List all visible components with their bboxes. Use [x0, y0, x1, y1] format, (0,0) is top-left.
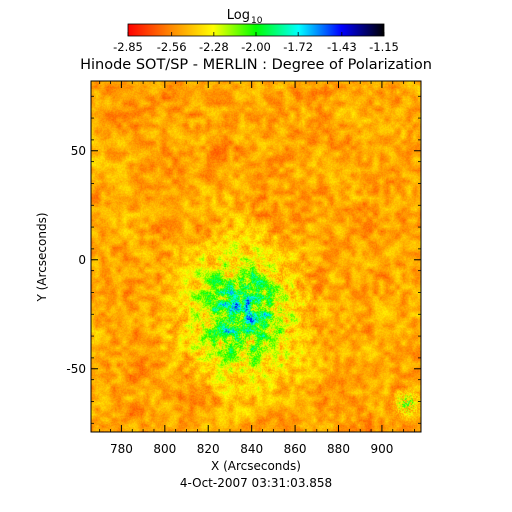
x-tick-label: 880 — [327, 442, 350, 456]
colorbar-tick-label: -2.56 — [157, 40, 187, 54]
y-axis-ticks: -50 0 50 — [66, 95, 421, 424]
x-tick-label: 800 — [153, 442, 176, 456]
colorbar: Log 10 -2.85 -2.56 -2.28 -2.00 -1.72 -1.43 -1.… — [113, 8, 399, 54]
colorbar-tick-label: -1.15 — [369, 40, 399, 54]
x-axis-label: X (Arcseconds) — [211, 459, 301, 473]
y-tick-label: 0 — [78, 253, 86, 267]
colorbar-tick-label: -1.43 — [327, 40, 357, 54]
x-tick-label: 820 — [197, 442, 220, 456]
y-axis-label: Y (Arcseconds) — [35, 212, 49, 302]
colorbar-tick-label: -2.28 — [199, 40, 229, 54]
timestamp-subtitle: 4-Oct-2007 03:31:03.858 — [180, 476, 332, 490]
colorbar-tick-label: -1.72 — [283, 40, 313, 54]
y-tick-label: -50 — [66, 362, 86, 376]
x-tick-label: 780 — [110, 442, 133, 456]
plot-frame — [90, 80, 422, 433]
colorbar-tick-label: -2.85 — [113, 40, 143, 54]
colorbar-label-subscript: 10 — [251, 16, 263, 26]
y-tick-label: 50 — [71, 144, 86, 158]
x-tick-label: 840 — [240, 442, 263, 456]
chart-title: Hinode SOT/SP - MERLIN : Degree of Polar… — [80, 57, 432, 73]
x-tick-label: 900 — [370, 442, 393, 456]
plot-area: 780 800 820 840 860 880 900 -50 0 50 — [66, 80, 422, 456]
x-tick-label: 860 — [284, 442, 307, 456]
colorbar-tick-label: -2.00 — [241, 40, 271, 54]
heatmap-image — [91, 81, 421, 432]
colorbar-ticks: -2.85 -2.56 -2.28 -2.00 -1.72 -1.43 -1.15 — [113, 32, 399, 54]
x-axis-ticks: 780 800 820 840 860 880 900 — [99, 81, 415, 456]
colorbar-label: Log — [227, 8, 250, 23]
